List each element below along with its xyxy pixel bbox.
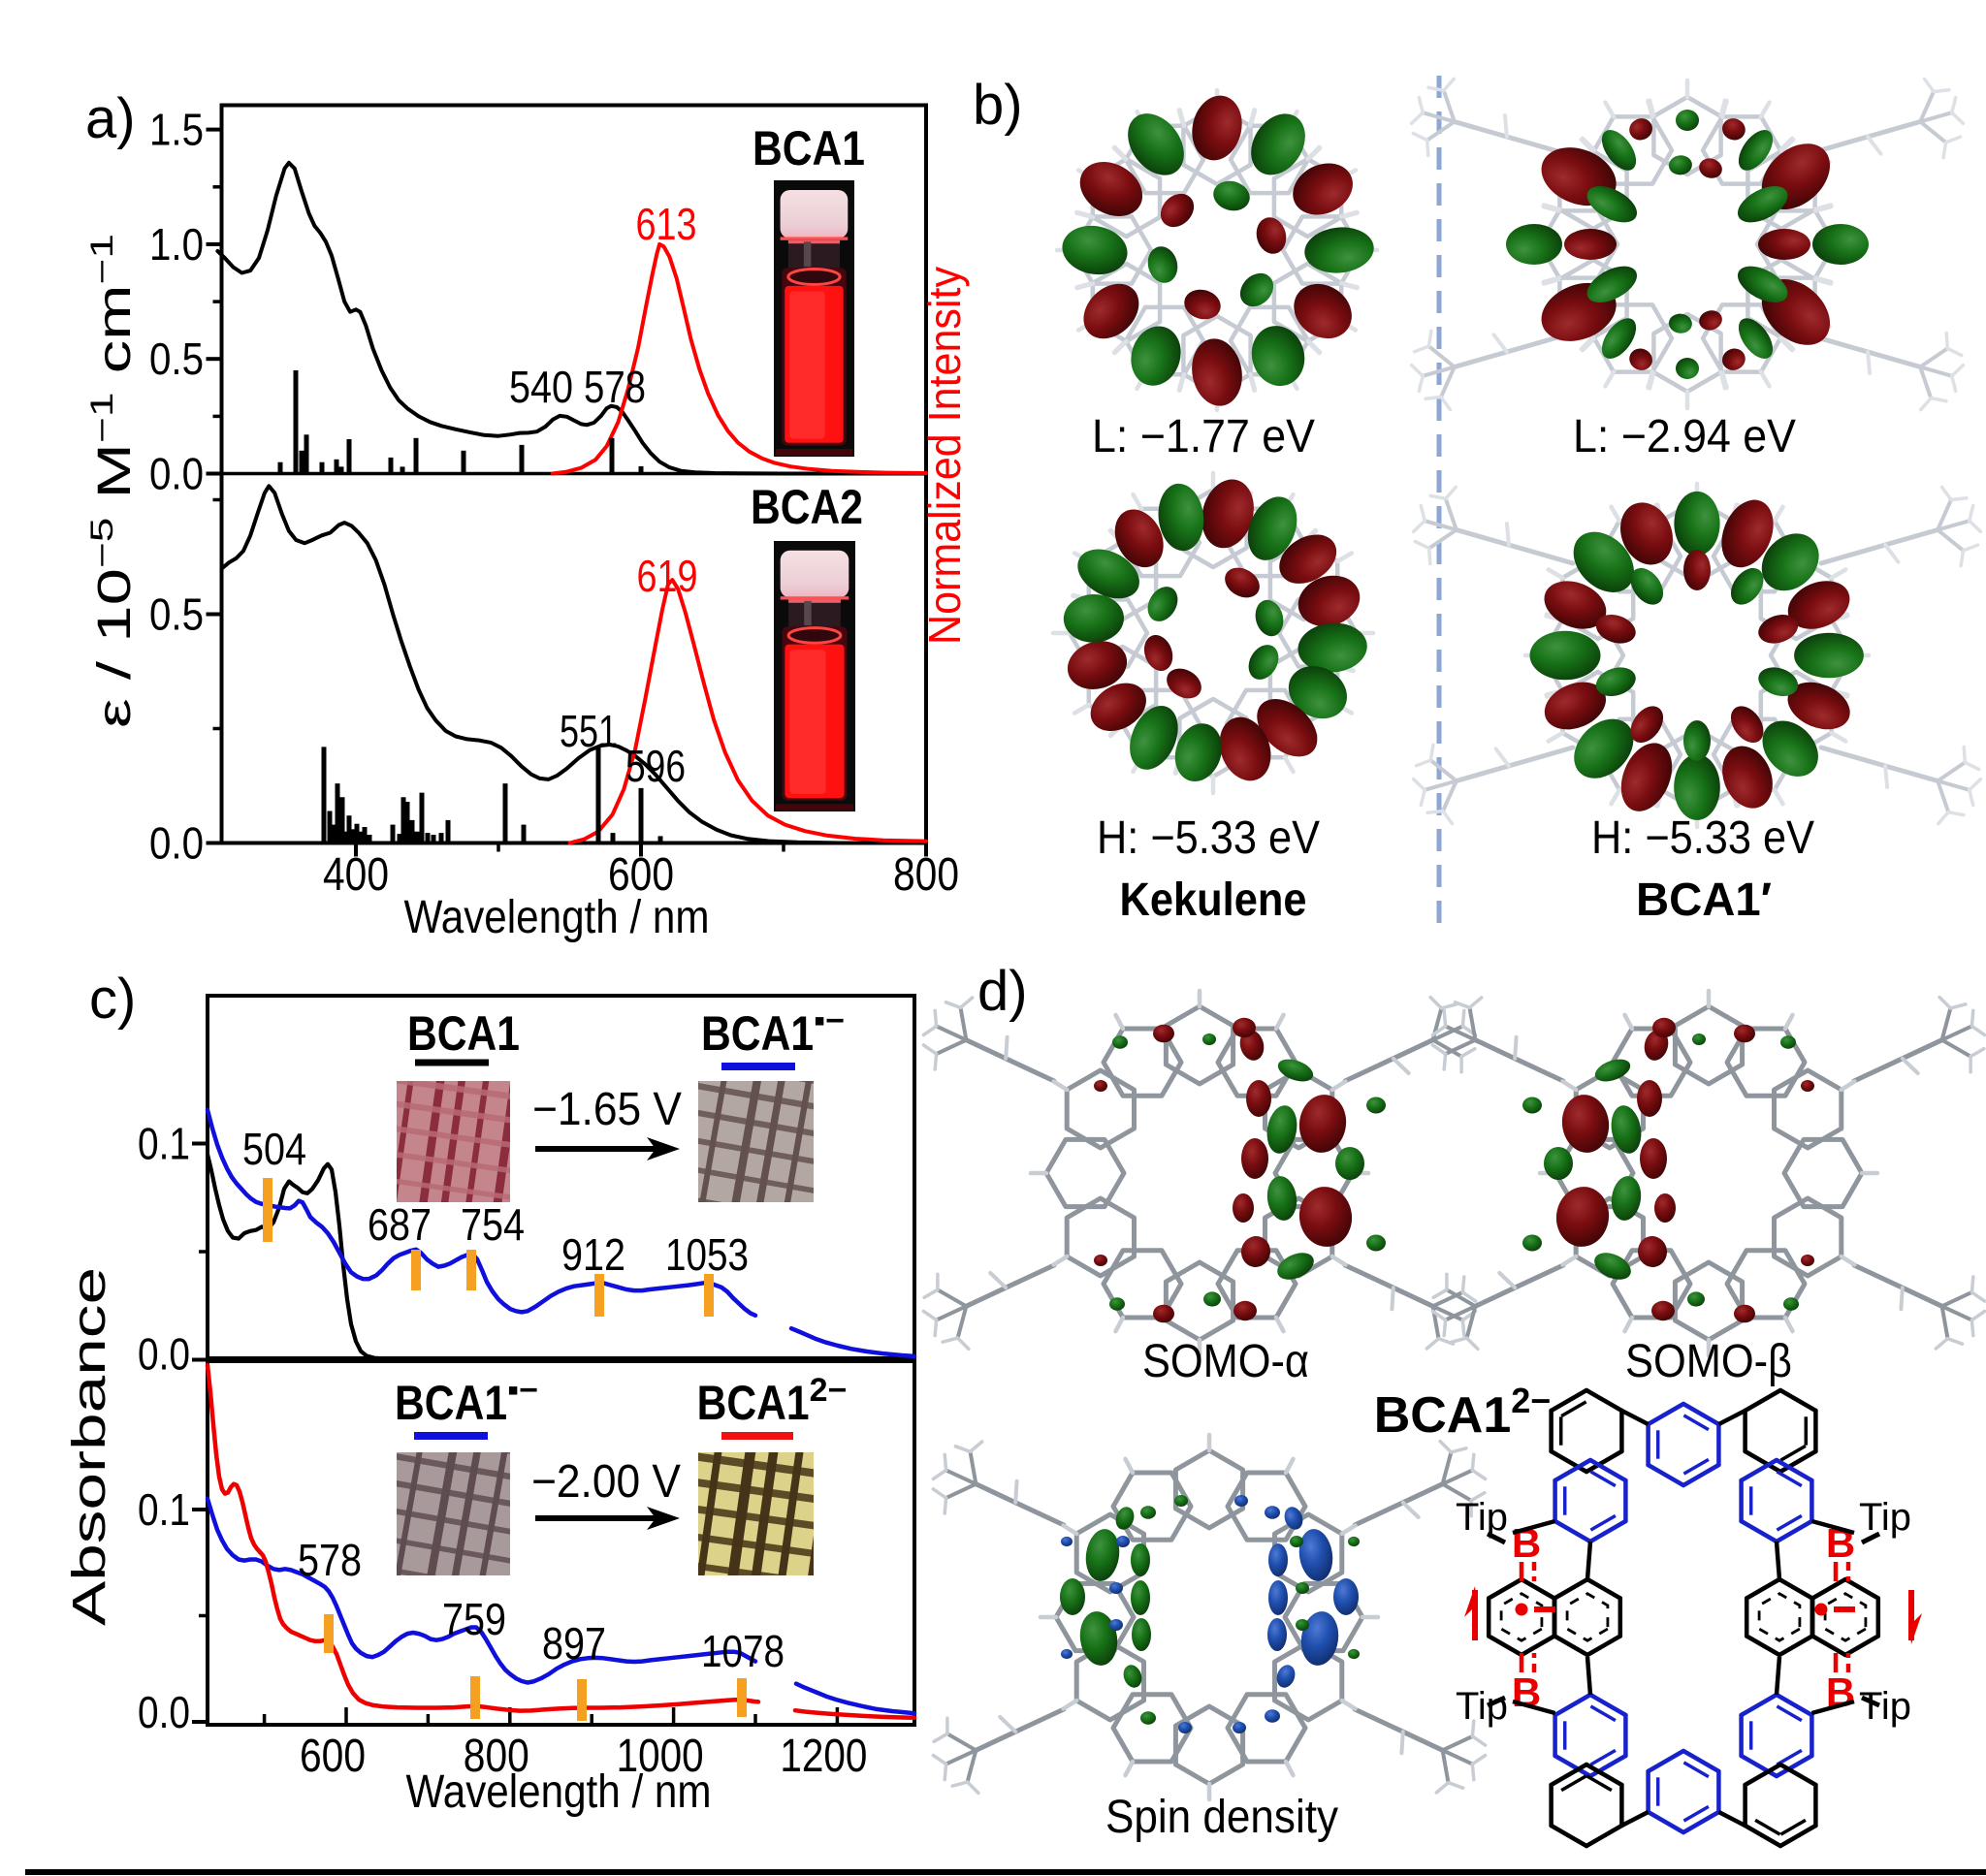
svg-text:0.1: 0.1 <box>138 1484 190 1535</box>
svg-text:800: 800 <box>464 1731 529 1782</box>
svg-text:578: 578 <box>298 1535 362 1585</box>
svg-text:600: 600 <box>300 1731 366 1782</box>
svg-text:b): b) <box>973 74 1023 137</box>
svg-text:1078: 1078 <box>701 1626 785 1676</box>
svg-text:H: −5.33 eV: H: −5.33 eV <box>1591 812 1814 864</box>
svg-text:BCA12−: BCA12− <box>697 1372 848 1430</box>
svg-text:H: −5.33 eV: H: −5.33 eV <box>1097 812 1320 864</box>
svg-text:0.5: 0.5 <box>149 589 204 640</box>
svg-text:578: 578 <box>584 362 646 412</box>
svg-text:Tip: Tip <box>1859 1685 1911 1728</box>
svg-text:c): c) <box>89 968 136 1031</box>
svg-text:BCA1′: BCA1′ <box>1636 874 1772 926</box>
svg-text:L: −1.77 eV: L: −1.77 eV <box>1092 411 1315 462</box>
svg-text:0.0: 0.0 <box>138 1687 190 1737</box>
svg-text:Wavelength / nm: Wavelength / nm <box>406 1766 712 1818</box>
svg-text:Tip: Tip <box>1456 1685 1508 1728</box>
svg-text:1200: 1200 <box>780 1731 867 1782</box>
svg-text:0.0: 0.0 <box>149 449 204 499</box>
svg-text:600: 600 <box>608 849 674 901</box>
svg-text:SOMO-α: SOMO-α <box>1142 1336 1309 1387</box>
svg-text:BCA1▪−: BCA1▪− <box>395 1372 538 1430</box>
svg-text:897: 897 <box>542 1618 606 1669</box>
svg-text:−2.00 V: −2.00 V <box>531 1456 681 1508</box>
svg-text:551: 551 <box>560 706 618 756</box>
svg-text:1.0: 1.0 <box>149 219 204 270</box>
svg-text:Kekulene: Kekulene <box>1120 874 1307 926</box>
svg-text:759: 759 <box>442 1594 506 1644</box>
svg-text:0.0: 0.0 <box>149 818 204 869</box>
svg-text:d): d) <box>977 960 1028 1023</box>
svg-text:Tip: Tip <box>1859 1496 1911 1539</box>
svg-text:754: 754 <box>461 1199 525 1250</box>
svg-text:912: 912 <box>561 1229 625 1280</box>
svg-text:Spin density: Spin density <box>1105 1792 1338 1843</box>
svg-text:596: 596 <box>625 741 686 791</box>
svg-text:SOMO-β: SOMO-β <box>1625 1336 1792 1387</box>
svg-text:0.0: 0.0 <box>138 1329 190 1380</box>
svg-text:400: 400 <box>323 849 389 901</box>
svg-text:a): a) <box>85 87 136 150</box>
svg-text:613: 613 <box>636 199 697 249</box>
svg-text:Wavelength / nm: Wavelength / nm <box>404 892 710 943</box>
svg-text:619: 619 <box>637 551 698 601</box>
svg-text:1.5: 1.5 <box>149 105 204 155</box>
svg-text:Normalized Intensity: Normalized Intensity <box>919 267 970 645</box>
svg-text:1053: 1053 <box>665 1229 749 1280</box>
svg-text:L: −2.94 eV: L: −2.94 eV <box>1573 411 1796 462</box>
svg-text:0.1: 0.1 <box>138 1119 190 1169</box>
svg-text:540: 540 <box>509 362 573 412</box>
svg-text:687: 687 <box>368 1199 432 1250</box>
svg-text:BCA1: BCA1 <box>407 1006 520 1061</box>
svg-text:Absorbance: Absorbance <box>64 1267 115 1626</box>
svg-text:ε / 10−5 M−1 cm−1: ε / 10−5 M−1 cm−1 <box>84 234 141 728</box>
svg-text:0.5: 0.5 <box>149 334 204 384</box>
svg-text:800: 800 <box>893 849 959 901</box>
svg-text:−1.65 V: −1.65 V <box>532 1084 682 1135</box>
svg-text:Tip: Tip <box>1456 1496 1508 1539</box>
svg-text:504: 504 <box>242 1124 306 1174</box>
svg-text:BCA1: BCA1 <box>753 121 865 175</box>
svg-text:BCA1▪−: BCA1▪− <box>701 1002 845 1061</box>
svg-text:BCA2: BCA2 <box>751 480 863 534</box>
svg-text:1000: 1000 <box>617 1731 704 1782</box>
